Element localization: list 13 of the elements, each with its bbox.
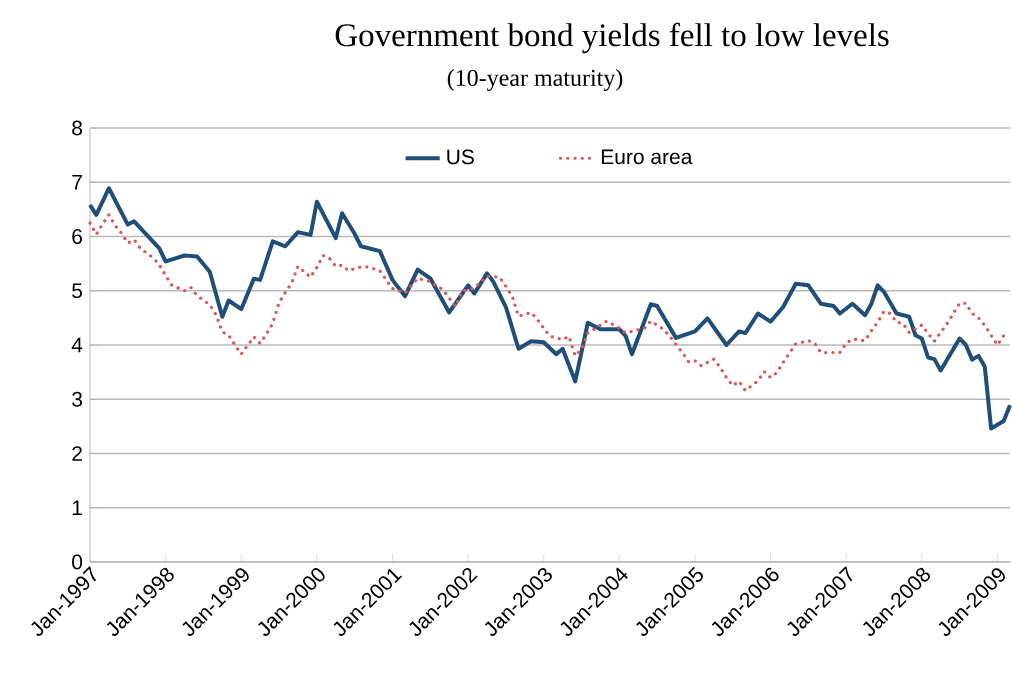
chart-subtitle: (10-year maturity) <box>447 69 623 91</box>
y-tick-label: 1 <box>72 500 82 515</box>
y-tick-label: 7 <box>72 175 82 190</box>
y-tick-label: 4 <box>71 337 83 353</box>
legend-label: Euro area <box>601 149 693 165</box>
y-tick-label: 6 <box>72 229 83 244</box>
line-series <box>88 186 1012 431</box>
y-tick-label: 3 <box>72 391 83 407</box>
chart-title: Government bond yields fell to low levels <box>335 22 889 54</box>
legend-label: US <box>447 149 474 165</box>
y-tick-label: 2 <box>72 446 82 461</box>
y-tick-label: 8 <box>72 120 83 136</box>
y-tick-label: 5 <box>72 283 83 299</box>
